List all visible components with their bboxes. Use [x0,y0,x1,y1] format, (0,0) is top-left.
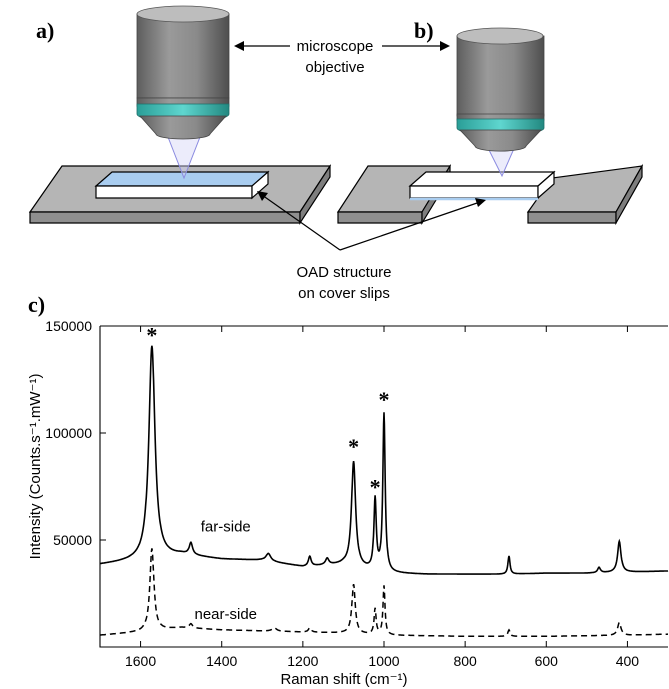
panel-b-schematic: b) [336,18,644,226]
peak-marker: * [379,387,390,412]
y-tick-label: 100000 [45,425,92,441]
x-tick-label: 1000 [368,653,399,669]
cover-slip-b [408,170,556,201]
cover-slip-a [94,170,270,200]
annotation-objective: microscope objective [234,38,450,76]
series-label-far-side: far-side [201,518,251,535]
y-axis-title: Intensity (Counts.s⁻¹.mW⁻¹) [27,374,44,560]
x-tick-label: 600 [535,653,559,669]
objective-label-line2: objective [305,59,364,76]
series-line-near-side [100,548,668,638]
peak-marker: * [370,475,381,500]
x-tick-label: 800 [453,653,477,669]
oad-label-line2: on cover slips [298,285,390,302]
microscope-objective-b [456,27,545,152]
annotation-oad: OAD structure on cover slips [257,191,486,302]
objective-label-line1: microscope [297,38,374,55]
stage-b-right [526,163,644,226]
y-tick-label: 150000 [45,318,92,334]
y-tick-label: 50000 [53,532,92,548]
oad-label-line1: OAD structure [296,264,391,281]
panel-label-b: b) [414,18,434,43]
series-line-far-side [100,345,669,575]
peak-marker: * [146,323,157,348]
microscope-objective-a [136,5,230,140]
x-tick-label: 1200 [287,653,318,669]
x-tick-label: 1600 [125,653,156,669]
raman-spectrum-chart: 1600 1400 1200 1000 800 600 400 50000 100000 1500… [27,318,669,688]
series-label-near-side: near-side [194,606,257,623]
panel-label-c: c) [28,292,45,317]
panel-a-schematic: a) [28,5,332,226]
peak-marker: * [348,434,359,459]
x-tick-label: 1400 [206,653,237,669]
panel-label-a: a) [36,18,54,43]
plot-frame [99,325,668,648]
x-axis-title: Raman shift (cm⁻¹) [280,671,407,688]
x-tick-label: 400 [616,653,640,669]
